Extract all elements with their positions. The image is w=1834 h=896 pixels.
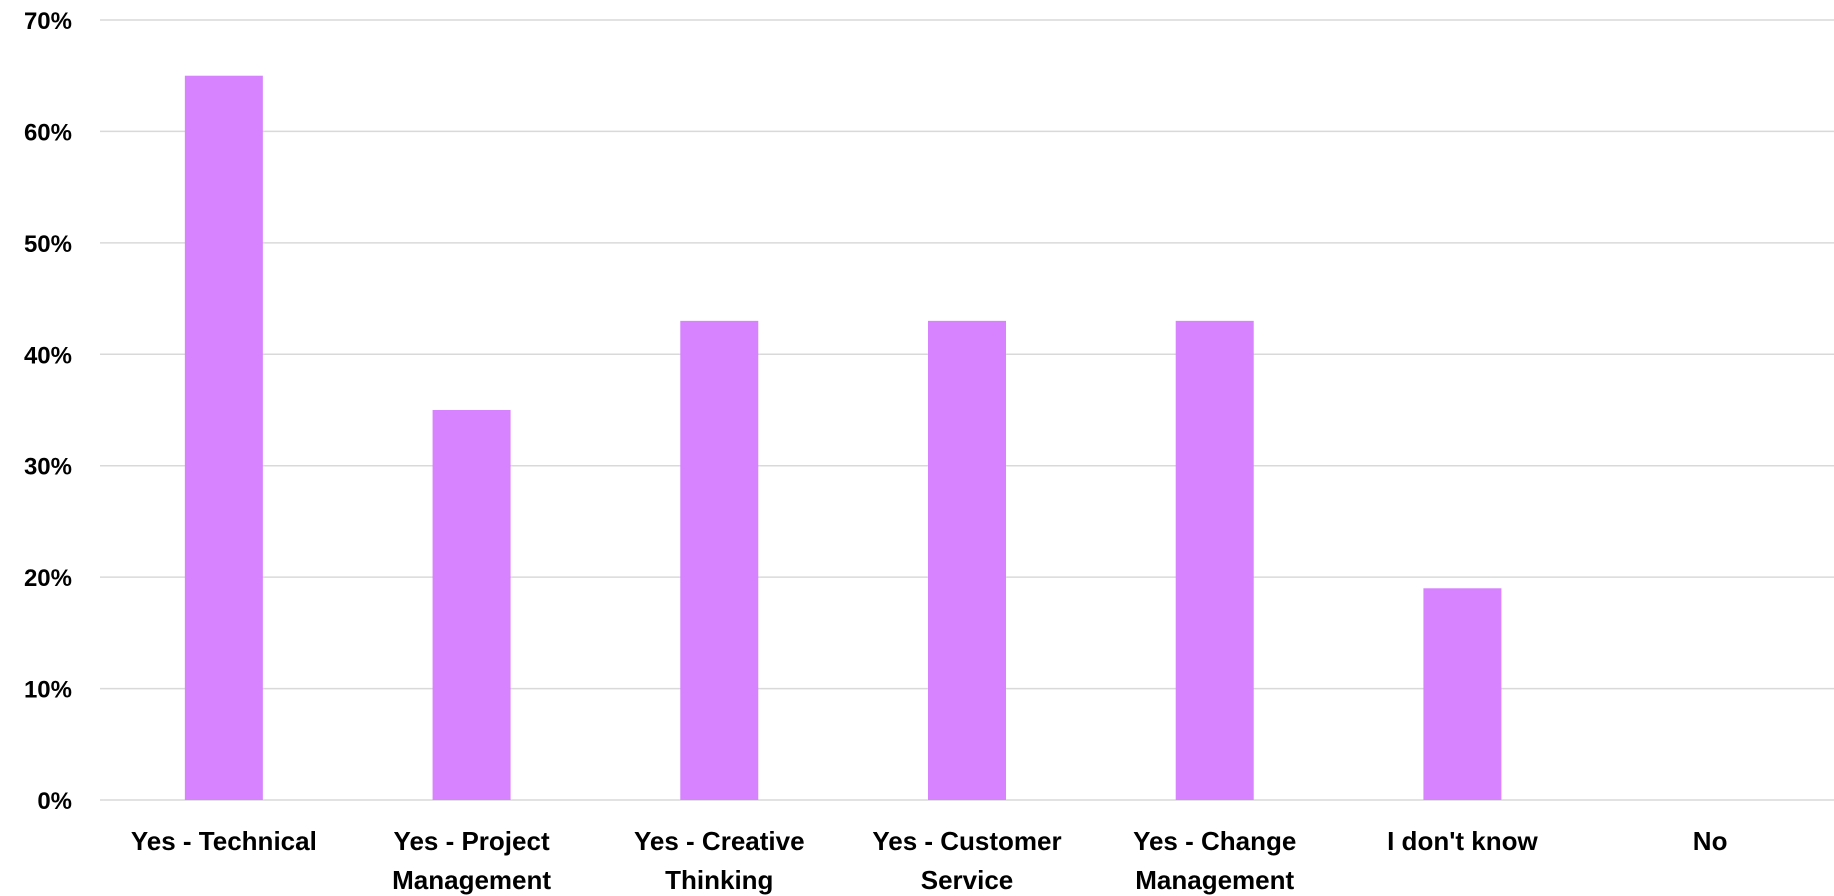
y-tick-label: 20% (24, 565, 72, 592)
y-tick-label: 0% (37, 788, 72, 815)
category-label: Yes - Project Management (392, 826, 551, 895)
category-label: Yes - Creative Thinking (634, 826, 805, 895)
x-axis-labels: Yes - Technical Yes - Project ManagementYe… (131, 826, 1728, 895)
bars (184, 75, 1502, 800)
category-label-line: Yes - Project (394, 826, 550, 856)
y-tick-label: 40% (24, 342, 72, 369)
category-label-line: Management (1135, 865, 1294, 895)
category-label: No (1693, 826, 1728, 856)
category-label-line: Yes - Creative (634, 826, 805, 856)
bar-4 (1175, 320, 1254, 800)
y-tick-label: 60% (24, 119, 72, 146)
category-label-line: Yes - Customer (872, 826, 1061, 856)
category-label-line: I don't know (1387, 826, 1538, 856)
category-label-line: No (1693, 826, 1728, 856)
y-tick-label: 30% (24, 454, 72, 481)
category-label-line: Yes - Change (1133, 826, 1296, 856)
y-tick-label: 70% (24, 8, 72, 35)
y-tick-label: 10% (24, 677, 72, 704)
y-axis-ticks: 0% 10% 20% 30% 40% 50% 60% 70% (24, 8, 72, 815)
category-label-line: Thinking (665, 865, 773, 895)
y-tick-label: 50% (24, 231, 72, 258)
category-label: Yes - Customer Service (872, 826, 1061, 895)
category-label: Yes - Change Management (1133, 826, 1296, 895)
category-label: Yes - Technical (131, 826, 317, 856)
category-label: I don't know (1387, 826, 1538, 856)
bar-5 (1423, 588, 1502, 800)
bar-0 (184, 75, 263, 800)
bar-1 (432, 410, 511, 800)
bar-2 (680, 320, 759, 800)
category-label-line: Service (921, 865, 1014, 895)
bar-3 (928, 320, 1006, 800)
category-label-line: Yes - Technical (131, 826, 317, 856)
category-label-line: Management (392, 865, 551, 895)
